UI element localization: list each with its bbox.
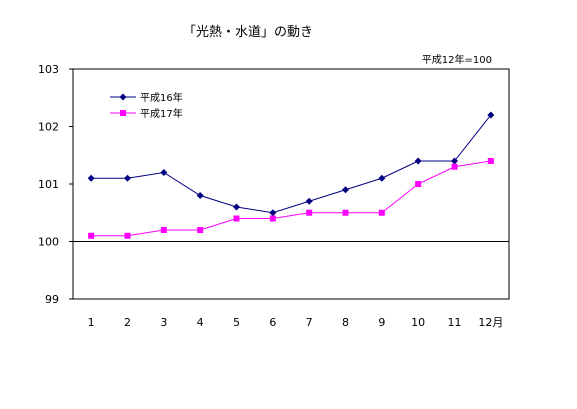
x-tick-label: 4 <box>197 316 204 329</box>
y-tick-label: 99 <box>45 293 59 306</box>
data-point <box>269 209 277 217</box>
legend-item: 平成16年 <box>110 91 183 104</box>
y-tick-label: 102 <box>38 121 59 134</box>
data-point <box>414 157 422 165</box>
data-point <box>342 186 349 194</box>
x-tick-label: 7 <box>306 316 313 329</box>
x-axis: 1 2 3 4 5 6 7 8 9 10 11 12月 <box>88 316 504 329</box>
data-point <box>196 192 204 199</box>
legend-marker <box>119 93 127 101</box>
data-point <box>88 232 95 239</box>
data-point <box>342 209 349 216</box>
data-point <box>451 157 458 165</box>
y-tick-label: 103 <box>38 63 59 76</box>
data-point <box>124 174 131 182</box>
x-tick-label: 8 <box>342 316 349 329</box>
data-point <box>269 215 276 222</box>
data-point <box>233 215 240 222</box>
data-point <box>451 163 458 170</box>
legend-label: 平成16年 <box>140 91 183 104</box>
data-point <box>124 232 131 239</box>
x-tick-label: 12月 <box>478 316 503 329</box>
data-point <box>487 111 495 119</box>
series-line <box>91 160 491 237</box>
series-layer <box>87 111 495 239</box>
data-point <box>415 181 422 187</box>
chart-title: 「光熱・水道」の動き <box>183 25 313 40</box>
legend-label: 平成17年 <box>140 107 183 120</box>
y-axis: 99 100 101 102 103 <box>38 63 73 306</box>
data-point <box>160 169 168 176</box>
series-1 <box>87 111 495 217</box>
data-point <box>306 209 313 216</box>
data-point <box>378 209 385 216</box>
x-tick-label: 10 <box>411 316 425 329</box>
x-tick-label: 1 <box>88 316 95 329</box>
data-point <box>233 203 240 211</box>
x-tick-label: 2 <box>124 316 131 329</box>
data-point <box>305 197 313 205</box>
legend-item: 平成17年 <box>110 107 183 120</box>
legend-marker <box>120 110 126 116</box>
data-point <box>160 227 167 233</box>
data-point <box>378 174 386 182</box>
y-tick-label: 101 <box>38 178 59 191</box>
x-tick-label: 5 <box>233 316 240 329</box>
y-tick-label: 100 <box>38 236 59 249</box>
x-tick-label: 6 <box>269 316 276 329</box>
base-year-note: 平成12年=100 <box>422 53 492 66</box>
series-line <box>91 114 492 214</box>
x-tick-label: 11 <box>448 316 462 329</box>
data-point <box>487 158 494 164</box>
data-point <box>87 174 95 182</box>
data-point <box>197 227 204 233</box>
x-tick-label: 3 <box>160 316 167 329</box>
plot-area <box>72 68 510 300</box>
x-tick-label: 9 <box>378 316 385 329</box>
plot-border <box>72 68 510 300</box>
series-2 <box>88 158 494 239</box>
